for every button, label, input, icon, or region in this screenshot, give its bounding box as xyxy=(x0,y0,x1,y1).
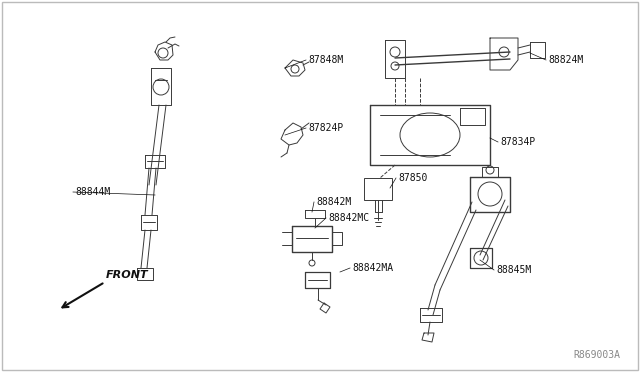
Text: 88844M: 88844M xyxy=(75,187,110,197)
Text: 88845M: 88845M xyxy=(496,265,531,275)
Text: 88824M: 88824M xyxy=(548,55,583,65)
Bar xyxy=(364,178,392,200)
Text: 88842MC: 88842MC xyxy=(328,213,369,223)
Text: 87834P: 87834P xyxy=(500,137,535,147)
Text: 87850: 87850 xyxy=(398,173,428,183)
Text: R869003A: R869003A xyxy=(573,350,620,360)
Text: 88842M: 88842M xyxy=(316,197,351,207)
Text: FRONT: FRONT xyxy=(106,270,148,280)
Text: 87848M: 87848M xyxy=(308,55,343,65)
Text: 88842MA: 88842MA xyxy=(352,263,393,273)
Text: 87824P: 87824P xyxy=(308,123,343,133)
